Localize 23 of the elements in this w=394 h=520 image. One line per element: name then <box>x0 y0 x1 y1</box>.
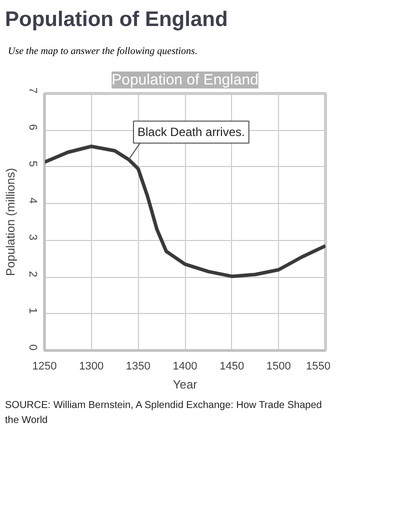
annotation: Black Death arrives. <box>137 125 245 140</box>
y-tick-label: 1 <box>26 308 38 314</box>
x-tick-label: 1350 <box>126 360 150 373</box>
y-tick-label: 0 <box>26 344 38 351</box>
text: Population of England <box>112 72 258 89</box>
x-tick-label: 1250 <box>32 360 57 373</box>
chart-subtitle: Use the map to answer the following questions. <box>8 45 198 59</box>
y-axis-title: Population (millions) <box>4 168 18 276</box>
chart-title: Population of England <box>5 7 228 33</box>
y-tick-label: 4 <box>26 198 38 204</box>
x-tick-label: 1450 <box>220 360 244 373</box>
y-tick-label: 7 <box>26 88 38 94</box>
y-tick-label: 2 <box>26 271 38 278</box>
y-tick-label: 6 <box>26 124 38 131</box>
line-series <box>44 144 326 278</box>
x-tick-label: 1300 <box>79 360 104 373</box>
source-note: SOURCE: William Bernstein, A Splendid Exchange: How Trade Shaped the World <box>5 399 323 428</box>
y-tick-label: 5 <box>26 161 38 168</box>
x-axis-title: Year <box>172 378 198 392</box>
x-tick-label: 1400 <box>172 360 198 373</box>
y-tick-label: 3 <box>26 234 38 241</box>
x-tick-label: 1550 <box>306 360 331 373</box>
x-tick-label: 1500 <box>266 360 291 373</box>
